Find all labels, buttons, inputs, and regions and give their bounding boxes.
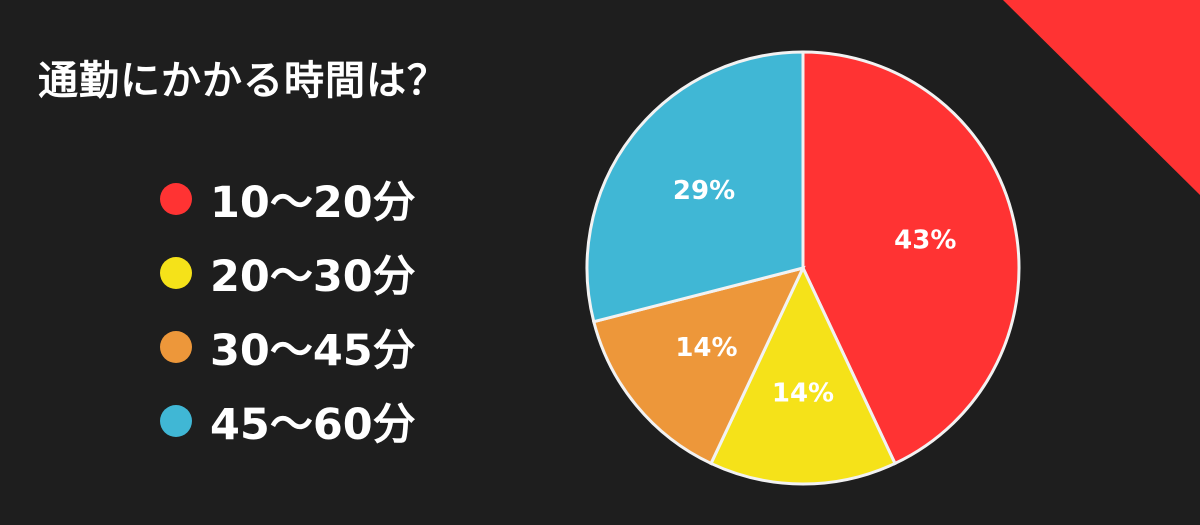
legend-label: 45〜60分 bbox=[210, 400, 416, 450]
chart-title: 通勤にかかる時間は？ bbox=[38, 58, 448, 104]
legend-label: 20〜30分 bbox=[210, 252, 416, 302]
slice-data-label: 29% bbox=[673, 176, 735, 206]
slice-data-label: 14% bbox=[675, 333, 737, 363]
corner-accent-shape bbox=[1003, 0, 1200, 195]
legend-label: 10〜20分 bbox=[210, 178, 416, 228]
slice-data-label: 14% bbox=[772, 378, 834, 408]
legend-item: 10〜20分 bbox=[160, 162, 416, 236]
pie-slice bbox=[585, 50, 805, 324]
legend: 10〜20分 20〜30分 30〜45分 45〜60分 bbox=[160, 162, 416, 458]
pie-slice bbox=[591, 265, 806, 466]
legend-marker bbox=[160, 183, 192, 215]
legend-marker bbox=[160, 331, 192, 363]
pie-slice bbox=[801, 50, 1021, 466]
legend-label: 30〜45分 bbox=[210, 326, 416, 376]
legend-item: 45〜60分 bbox=[160, 384, 416, 458]
legend-item: 20〜30分 bbox=[160, 236, 416, 310]
pie-slice bbox=[709, 264, 897, 486]
legend-item: 30〜45分 bbox=[160, 310, 416, 384]
slice-data-label: 43% bbox=[894, 226, 956, 256]
legend-marker bbox=[160, 257, 192, 289]
legend-marker bbox=[160, 405, 192, 437]
